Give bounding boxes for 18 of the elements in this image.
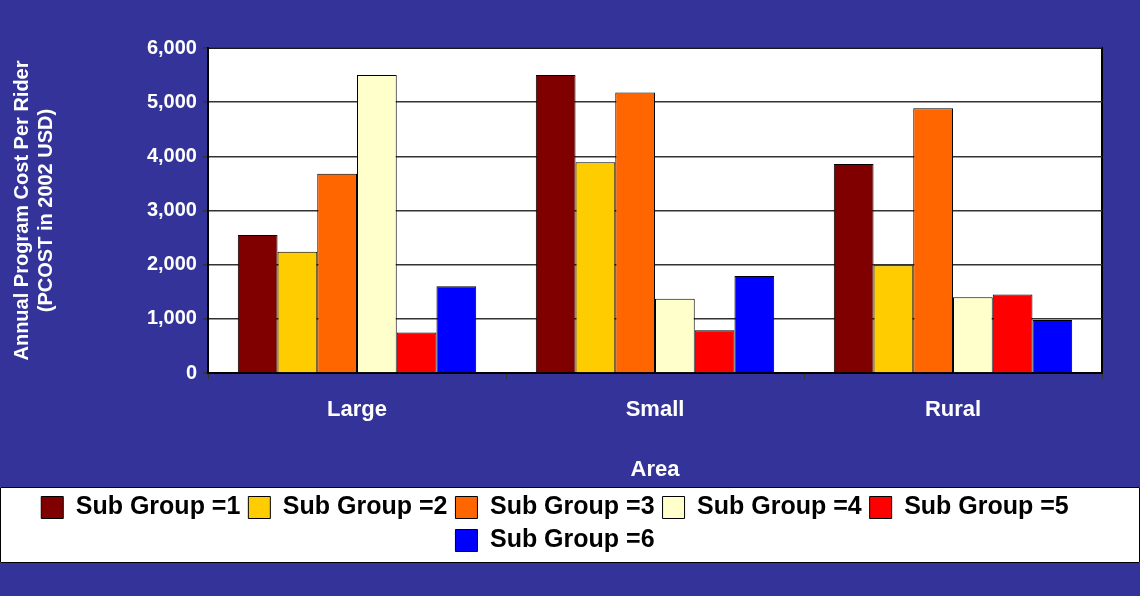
- legend-label: Sub Group =5: [904, 491, 1069, 520]
- x-tick-label: Rural: [924, 396, 982, 422]
- legend-label: Sub Group =2: [282, 491, 448, 520]
- y-tick-label: 5,000: [146, 89, 197, 112]
- y-tick-label: 1,000: [146, 306, 197, 329]
- legend-label: Sub Group =6: [489, 524, 655, 553]
- x-axis-title: Area: [630, 455, 681, 481]
- y-tick-label: 6,000: [146, 35, 197, 58]
- y-tick-label: 0: [185, 360, 197, 383]
- legend-label: Sub Group =4: [697, 491, 862, 520]
- y-tick-label: 3,000: [146, 198, 197, 221]
- legend-label: Sub Group =1: [75, 491, 241, 520]
- x-tick-label: Large: [327, 396, 387, 422]
- x-tick-label: Small: [625, 396, 685, 422]
- y-tick-label: 2,000: [146, 252, 197, 275]
- legend-label: Sub Group =3: [489, 491, 655, 520]
- y-axis-title: Annual Program Cost Per Rider (PCOST in 2002 USD): [9, 60, 56, 361]
- y-tick-label: 4,000: [146, 143, 197, 166]
